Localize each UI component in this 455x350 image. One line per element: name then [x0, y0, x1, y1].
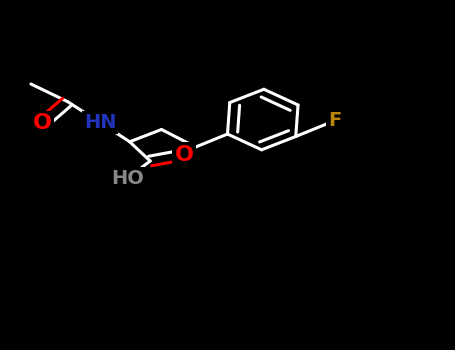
- Text: HO: HO: [111, 169, 144, 188]
- Text: HN: HN: [84, 113, 116, 132]
- Text: O: O: [175, 145, 194, 165]
- Text: O: O: [33, 113, 52, 133]
- Text: F: F: [328, 111, 341, 130]
